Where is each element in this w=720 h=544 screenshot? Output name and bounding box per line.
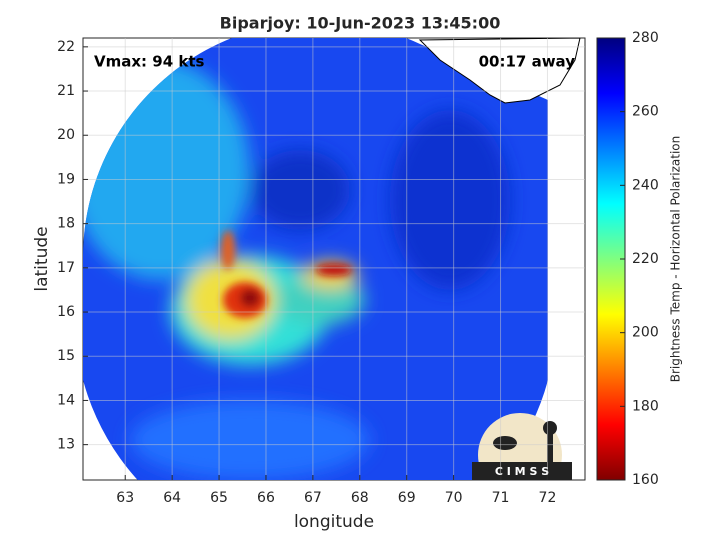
- colorbar-tick-label: 200: [632, 325, 659, 341]
- x-axis-label: longitude: [294, 512, 374, 532]
- x-tick-label: 63: [116, 490, 134, 506]
- y-axis-label: latitude: [32, 226, 52, 291]
- y-tick-label: 13: [57, 437, 75, 453]
- colorbar-tick-label: 220: [632, 251, 659, 267]
- colorbar-tick-label: 260: [632, 104, 659, 120]
- y-tick-label: 18: [57, 216, 75, 232]
- y-tick-label: 15: [57, 348, 75, 364]
- colorbar-tick-label: 280: [632, 30, 659, 46]
- y-tick-label: 22: [57, 39, 75, 55]
- y-tick-label: 19: [57, 171, 75, 187]
- x-tick-label: 67: [304, 490, 322, 506]
- y-tick-label: 16: [57, 304, 75, 320]
- annotation: 00:17 away: [479, 53, 576, 71]
- x-tick-label: 66: [257, 490, 275, 506]
- swath-image: C I M S S: [83, 38, 581, 480]
- colorbar-tick-label: 160: [632, 472, 659, 488]
- x-tick-label: 64: [163, 490, 181, 506]
- y-tick-label: 14: [57, 392, 75, 408]
- y-tick-label: 20: [57, 127, 75, 143]
- x-tick-label: 72: [539, 490, 557, 506]
- x-tick-label: 68: [351, 490, 369, 506]
- annotation: Vmax: 94 kts: [94, 53, 204, 71]
- chart-title: Biparjoy: 10-Jun-2023 13:45:00: [220, 14, 501, 33]
- x-tick-label: 69: [398, 490, 416, 506]
- colorbar-label: Brightness Temp - Horizontal Polarizatio…: [669, 136, 683, 383]
- colorbar-tick-label: 180: [632, 398, 659, 414]
- logo-text: C I M S S: [495, 465, 549, 478]
- x-tick-label: 65: [210, 490, 228, 506]
- x-tick-label: 70: [445, 490, 463, 506]
- colorbar-tick-label: 240: [632, 177, 659, 193]
- logo: C I M S S: [472, 413, 572, 480]
- y-tick-label: 17: [57, 260, 75, 276]
- x-tick-label: 71: [492, 490, 510, 506]
- y-tick-label: 21: [57, 83, 75, 99]
